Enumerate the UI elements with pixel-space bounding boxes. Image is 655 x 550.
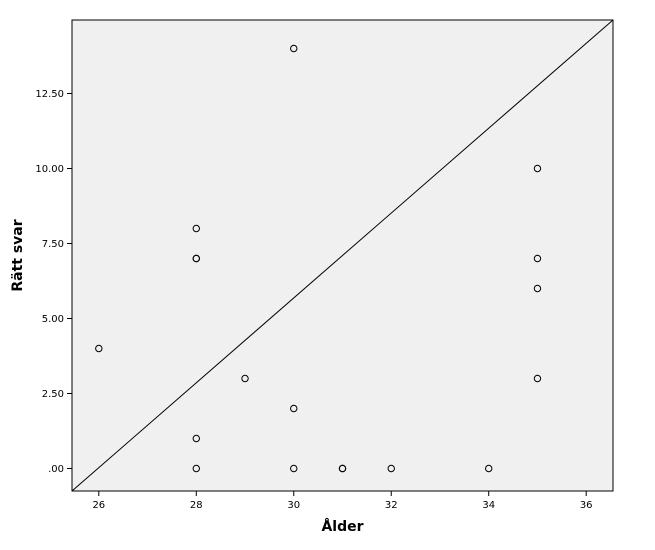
data-point <box>387 464 395 473</box>
x-tick-label: 30 <box>287 500 300 511</box>
y-tick-label: 12.50 <box>35 89 64 100</box>
y-tick-label: 2.50 <box>42 389 64 400</box>
data-point <box>95 344 103 353</box>
data-point <box>485 464 493 473</box>
data-point <box>533 254 542 263</box>
y-tick-label: .00 <box>48 464 64 475</box>
x-tick-label: 34 <box>482 500 495 511</box>
data-point <box>533 284 542 293</box>
x-axis-title: Ålder <box>321 518 363 535</box>
data-point <box>241 374 249 383</box>
y-tick-label: 7.50 <box>42 239 64 250</box>
data-point <box>192 434 200 443</box>
data-point <box>290 464 298 473</box>
reference-line <box>71 19 614 492</box>
y-axis: .00 2.50 5.00 7.50 10.00 12.50 <box>35 89 72 475</box>
x-axis: 26 28 30 32 34 36 <box>92 491 593 511</box>
data-point <box>290 404 298 413</box>
data-point <box>192 464 200 473</box>
data-point <box>290 44 298 53</box>
x-tick-label: 32 <box>385 500 398 511</box>
x-tick-label: 26 <box>92 500 105 511</box>
data-point <box>192 224 200 233</box>
data-point <box>338 464 347 473</box>
data-point <box>533 374 542 383</box>
x-tick-label: 28 <box>190 500 203 511</box>
data-points <box>95 44 542 473</box>
y-tick-label: 10.00 <box>35 164 64 175</box>
y-tick-label: 5.00 <box>42 314 64 325</box>
data-point <box>192 254 200 263</box>
data-point <box>533 164 542 173</box>
y-axis-title: Rätt svar <box>10 219 26 291</box>
x-tick-label: 36 <box>580 500 593 511</box>
